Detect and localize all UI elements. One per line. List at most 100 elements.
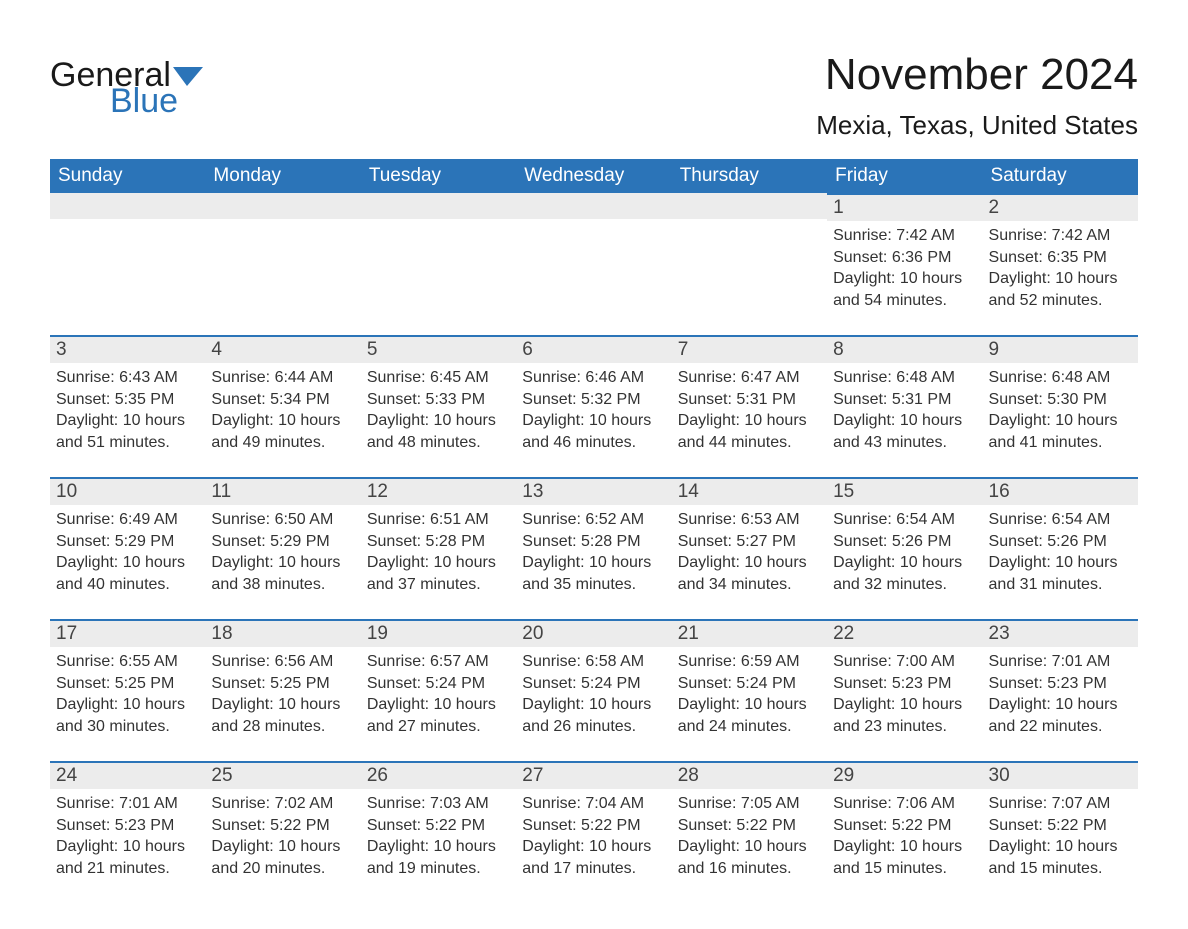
sunset-line: Sunset: 5:31 PM — [833, 389, 976, 411]
daylight-label: Daylight: — [211, 412, 278, 429]
daylight-label: Daylight: — [211, 696, 278, 713]
daylight-line: Daylight: 10 hours and 28 minutes. — [211, 694, 354, 737]
sunrise-value: 6:56 AM — [275, 653, 334, 670]
daylight-line: Daylight: 10 hours and 24 minutes. — [678, 694, 821, 737]
sunset-line: Sunset: 5:28 PM — [522, 531, 665, 553]
sunset-label: Sunset: — [211, 675, 270, 692]
sunrise-label: Sunrise: — [367, 795, 430, 812]
calendar-table: SundayMondayTuesdayWednesdayThursdayFrid… — [50, 159, 1138, 889]
day-number-strip: 24 — [50, 761, 205, 789]
day-number-strip: 19 — [361, 619, 516, 647]
calendar-day-cell: 19Sunrise: 6:57 AMSunset: 5:24 PMDayligh… — [361, 619, 516, 747]
daylight-line: Daylight: 10 hours and 30 minutes. — [56, 694, 199, 737]
sunrise-line: Sunrise: 7:02 AM — [211, 793, 354, 815]
sunrise-value: 6:48 AM — [896, 369, 955, 386]
sunrise-line: Sunrise: 6:49 AM — [56, 509, 199, 531]
sunrise-label: Sunrise: — [989, 227, 1052, 244]
sunset-line: Sunset: 5:28 PM — [367, 531, 510, 553]
sunset-label: Sunset: — [833, 675, 892, 692]
day-details: Sunrise: 6:50 AMSunset: 5:29 PMDaylight:… — [205, 505, 360, 601]
weekday-header: Thursday — [672, 159, 827, 193]
sunset-label: Sunset: — [367, 675, 426, 692]
day-number-strip: 10 — [50, 477, 205, 505]
sunset-label: Sunset: — [989, 391, 1048, 408]
sunset-label: Sunset: — [678, 391, 737, 408]
day-details: Sunrise: 7:00 AMSunset: 5:23 PMDaylight:… — [827, 647, 982, 743]
sunset-line: Sunset: 6:36 PM — [833, 247, 976, 269]
weekday-header: Sunday — [50, 159, 205, 193]
day-details: Sunrise: 6:58 AMSunset: 5:24 PMDaylight:… — [516, 647, 671, 743]
sunrise-value: 6:46 AM — [585, 369, 644, 386]
daylight-line: Daylight: 10 hours and 41 minutes. — [989, 410, 1132, 453]
day-number-strip: 15 — [827, 477, 982, 505]
day-number-strip: 26 — [361, 761, 516, 789]
sunrise-line: Sunrise: 7:42 AM — [833, 225, 976, 247]
daylight-line: Daylight: 10 hours and 37 minutes. — [367, 552, 510, 595]
daylight-label: Daylight: — [522, 554, 589, 571]
daylight-line: Daylight: 10 hours and 20 minutes. — [211, 836, 354, 879]
empty-day-strip — [672, 193, 827, 219]
daylight-label: Daylight: — [522, 838, 589, 855]
day-number-strip: 30 — [983, 761, 1138, 789]
day-number-strip: 7 — [672, 335, 827, 363]
weekday-header: Friday — [827, 159, 982, 193]
sunset-label: Sunset: — [211, 391, 270, 408]
daylight-label: Daylight: — [56, 554, 123, 571]
sunrise-label: Sunrise: — [989, 795, 1052, 812]
calendar-day-cell — [50, 193, 205, 321]
empty-day-strip — [361, 193, 516, 219]
day-number-strip: 20 — [516, 619, 671, 647]
calendar-day-cell — [672, 193, 827, 321]
day-details: Sunrise: 6:54 AMSunset: 5:26 PMDaylight:… — [983, 505, 1138, 601]
day-number-strip: 4 — [205, 335, 360, 363]
sunrise-value: 6:45 AM — [430, 369, 489, 386]
daylight-line: Daylight: 10 hours and 52 minutes. — [989, 268, 1132, 311]
sunrise-label: Sunrise: — [367, 369, 430, 386]
daylight-label: Daylight: — [678, 554, 745, 571]
calendar-week-row: 17Sunrise: 6:55 AMSunset: 5:25 PMDayligh… — [50, 619, 1138, 747]
calendar-day-cell: 17Sunrise: 6:55 AMSunset: 5:25 PMDayligh… — [50, 619, 205, 747]
logo: General Blue — [50, 58, 203, 118]
sunrise-line: Sunrise: 6:43 AM — [56, 367, 199, 389]
sunrise-value: 7:04 AM — [585, 795, 644, 812]
sunrise-label: Sunrise: — [678, 369, 741, 386]
sunset-line: Sunset: 5:23 PM — [56, 815, 199, 837]
calendar-day-cell — [205, 193, 360, 321]
sunset-line: Sunset: 5:26 PM — [833, 531, 976, 553]
sunrise-line: Sunrise: 6:44 AM — [211, 367, 354, 389]
week-spacer — [50, 463, 1138, 477]
sunrise-value: 7:05 AM — [741, 795, 800, 812]
sunrise-value: 7:42 AM — [1052, 227, 1111, 244]
sunset-value: 6:35 PM — [1047, 249, 1107, 266]
title-block: November 2024 Mexia, Texas, United State… — [816, 50, 1138, 141]
sunset-label: Sunset: — [367, 391, 426, 408]
sunset-label: Sunset: — [833, 249, 892, 266]
sunrise-line: Sunrise: 6:48 AM — [833, 367, 976, 389]
sunset-line: Sunset: 5:32 PM — [522, 389, 665, 411]
daylight-label: Daylight: — [989, 270, 1056, 287]
sunset-value: 5:23 PM — [115, 817, 175, 834]
day-details: Sunrise: 6:49 AMSunset: 5:29 PMDaylight:… — [50, 505, 205, 601]
sunrise-line: Sunrise: 6:51 AM — [367, 509, 510, 531]
daylight-label: Daylight: — [678, 838, 745, 855]
day-number-strip: 25 — [205, 761, 360, 789]
sunset-line: Sunset: 5:26 PM — [989, 531, 1132, 553]
daylight-line: Daylight: 10 hours and 35 minutes. — [522, 552, 665, 595]
day-number-strip: 1 — [827, 193, 982, 221]
daylight-line: Daylight: 10 hours and 51 minutes. — [56, 410, 199, 453]
daylight-line: Daylight: 10 hours and 31 minutes. — [989, 552, 1132, 595]
sunrise-label: Sunrise: — [989, 653, 1052, 670]
sunset-label: Sunset: — [211, 817, 270, 834]
sunrise-line: Sunrise: 7:04 AM — [522, 793, 665, 815]
calendar-day-cell: 26Sunrise: 7:03 AMSunset: 5:22 PMDayligh… — [361, 761, 516, 889]
day-details: Sunrise: 6:44 AMSunset: 5:34 PMDaylight:… — [205, 363, 360, 459]
daylight-line: Daylight: 10 hours and 46 minutes. — [522, 410, 665, 453]
sunrise-value: 7:01 AM — [1052, 653, 1111, 670]
sunset-line: Sunset: 5:22 PM — [211, 815, 354, 837]
sunset-value: 5:28 PM — [426, 533, 486, 550]
calendar-day-cell — [361, 193, 516, 321]
sunrise-line: Sunrise: 7:05 AM — [678, 793, 821, 815]
sunset-value: 5:31 PM — [892, 391, 952, 408]
daylight-line: Daylight: 10 hours and 19 minutes. — [367, 836, 510, 879]
calendar-day-cell: 4Sunrise: 6:44 AMSunset: 5:34 PMDaylight… — [205, 335, 360, 463]
